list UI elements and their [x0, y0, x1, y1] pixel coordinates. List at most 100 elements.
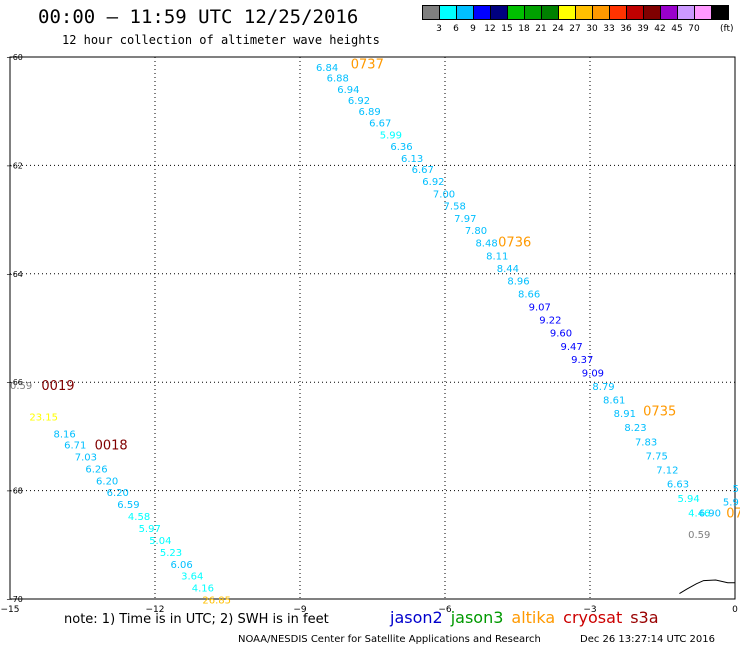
- swh-value: 8.11: [486, 251, 508, 262]
- coastline-path: [679, 579, 735, 595]
- swh-value: 6.88: [327, 74, 349, 85]
- swh-value: 4.58: [128, 512, 150, 523]
- time-label: 07: [726, 506, 740, 521]
- footer-timestamp: Dec 26 13:27:14 UTC 2016: [580, 634, 715, 645]
- swh-value: 7.97: [454, 214, 476, 225]
- swh-value: 6.13: [401, 154, 423, 165]
- swh-value: 9.60: [550, 328, 572, 339]
- swh-value: 9.47: [561, 342, 583, 353]
- y-tick-label: −68: [6, 487, 23, 496]
- swh-value: 6.59: [117, 500, 139, 511]
- swh-value: 4.46: [688, 508, 710, 519]
- swh-value: 6.94: [337, 85, 359, 96]
- swh-value: 8.79: [592, 382, 614, 393]
- legend-cryosat: cryosat: [563, 608, 623, 627]
- swh-value: 5.23: [160, 548, 182, 559]
- scale-label: 15: [501, 24, 513, 34]
- swh-value: 6.36: [390, 142, 412, 153]
- swh-value: 4.16: [192, 584, 214, 595]
- x-tick-label: −12: [146, 605, 165, 615]
- data-points: 6.846.886.946.926.896.675.996.366.136.67…: [10, 63, 739, 607]
- swh-value: 7.58: [444, 202, 466, 213]
- swh-value: 7.12: [656, 465, 678, 476]
- scale-label: 12: [484, 24, 496, 34]
- swh-value: 6.92: [422, 177, 444, 188]
- x-tick-label: −6: [438, 605, 452, 615]
- swh-value: 8.44: [497, 264, 519, 275]
- time-label: 0735: [643, 404, 676, 419]
- scale-label: 3: [436, 24, 442, 34]
- scale-label: 39: [637, 24, 649, 34]
- x-tick-label: −15: [1, 605, 20, 615]
- swh-value: 9.37: [571, 355, 593, 366]
- swh-value: 26.85: [202, 596, 231, 607]
- swh-value: 9.07: [529, 302, 551, 313]
- swh-value: 7.80: [465, 226, 487, 237]
- swh-value: 6.20: [96, 476, 118, 487]
- scale-label: 24: [552, 24, 564, 34]
- swh-value: 6.06: [170, 560, 192, 571]
- y-tick-label: −70: [6, 595, 23, 604]
- y-tick-label: −64: [6, 270, 23, 279]
- y-tick-label: −62: [6, 161, 23, 170]
- swh-value: 8.66: [518, 289, 540, 300]
- swh-value: 7.00: [433, 190, 455, 201]
- swh-value: 6.92: [348, 96, 370, 107]
- page-title: 00:00 – 11:59 UTC 12/25/2016: [38, 6, 359, 28]
- legend-jason2: jason2: [390, 608, 443, 627]
- swh-value: 8.48: [475, 238, 497, 249]
- swh-value: 8.91: [614, 409, 636, 420]
- x-tick-label: −3: [583, 605, 596, 615]
- scale-label: 33: [603, 24, 615, 34]
- swh-value: 6.20: [107, 488, 129, 499]
- footer-note: note: 1) Time is in UTC; 2) SWH is in fe…: [64, 612, 329, 627]
- scale-label: 30: [586, 24, 598, 34]
- x-tick-label: 0: [732, 605, 738, 615]
- legend-altika: altika: [511, 608, 556, 627]
- swh-value: 0.59: [10, 381, 32, 392]
- time-labels: 0737 0736 0735 07 0019 0018: [41, 58, 740, 522]
- scale-label: 6: [453, 24, 459, 34]
- swh-value: 8.16: [54, 430, 76, 441]
- coastline: [679, 579, 735, 595]
- swh-value: 7.83: [635, 437, 657, 448]
- scale-label: 18: [518, 24, 530, 34]
- time-label: 0019: [41, 379, 74, 394]
- scale-label: 36: [620, 24, 632, 34]
- swh-value: 3.64: [181, 572, 203, 583]
- scale-label: 42: [654, 24, 666, 34]
- scale-label: 21: [535, 24, 547, 34]
- time-label: 0737: [351, 58, 384, 73]
- time-label: 0736: [498, 235, 531, 250]
- footer-credit: NOAA/NESDIS Center for Satellite Applica…: [238, 634, 541, 645]
- swh-value: 0.59: [688, 530, 710, 541]
- time-label: 0018: [95, 439, 128, 454]
- swh-value: 6.89: [358, 107, 380, 118]
- swh-value: 5.97: [139, 524, 161, 535]
- swh-value: 6.67: [412, 165, 434, 176]
- swh-value: 6.90: [699, 508, 721, 519]
- swh-value: 5: [733, 484, 739, 495]
- legend-jason3: jason3: [450, 608, 504, 627]
- scale-label: 70: [688, 24, 700, 34]
- scale-label: 45: [671, 24, 683, 34]
- satellite-legend: jason2 jason3 altika cryosat s3a: [390, 608, 667, 627]
- swh-value: 8.96: [507, 276, 529, 287]
- swh-value: 5.9: [723, 497, 739, 508]
- scale-label: 9: [470, 24, 476, 34]
- swh-value: 9.09: [582, 368, 604, 379]
- swh-value: 5.04: [149, 536, 171, 547]
- x-tick-label: −9: [293, 605, 307, 615]
- swh-value: 6.67: [369, 119, 391, 130]
- scale-swatch: [711, 5, 729, 20]
- swh-value: 8.61: [603, 396, 625, 407]
- legend-s3a: s3a: [630, 608, 659, 627]
- swh-value: 23.15: [29, 412, 58, 423]
- y-tick-label: −66: [6, 378, 23, 387]
- scale-unit: (ft): [720, 24, 734, 34]
- swh-value: 9.22: [539, 315, 561, 326]
- y-tick-label: −60: [6, 53, 23, 62]
- swh-value: 8.23: [624, 423, 646, 434]
- gridlines: [10, 57, 735, 599]
- swh-value: 6.26: [85, 464, 107, 475]
